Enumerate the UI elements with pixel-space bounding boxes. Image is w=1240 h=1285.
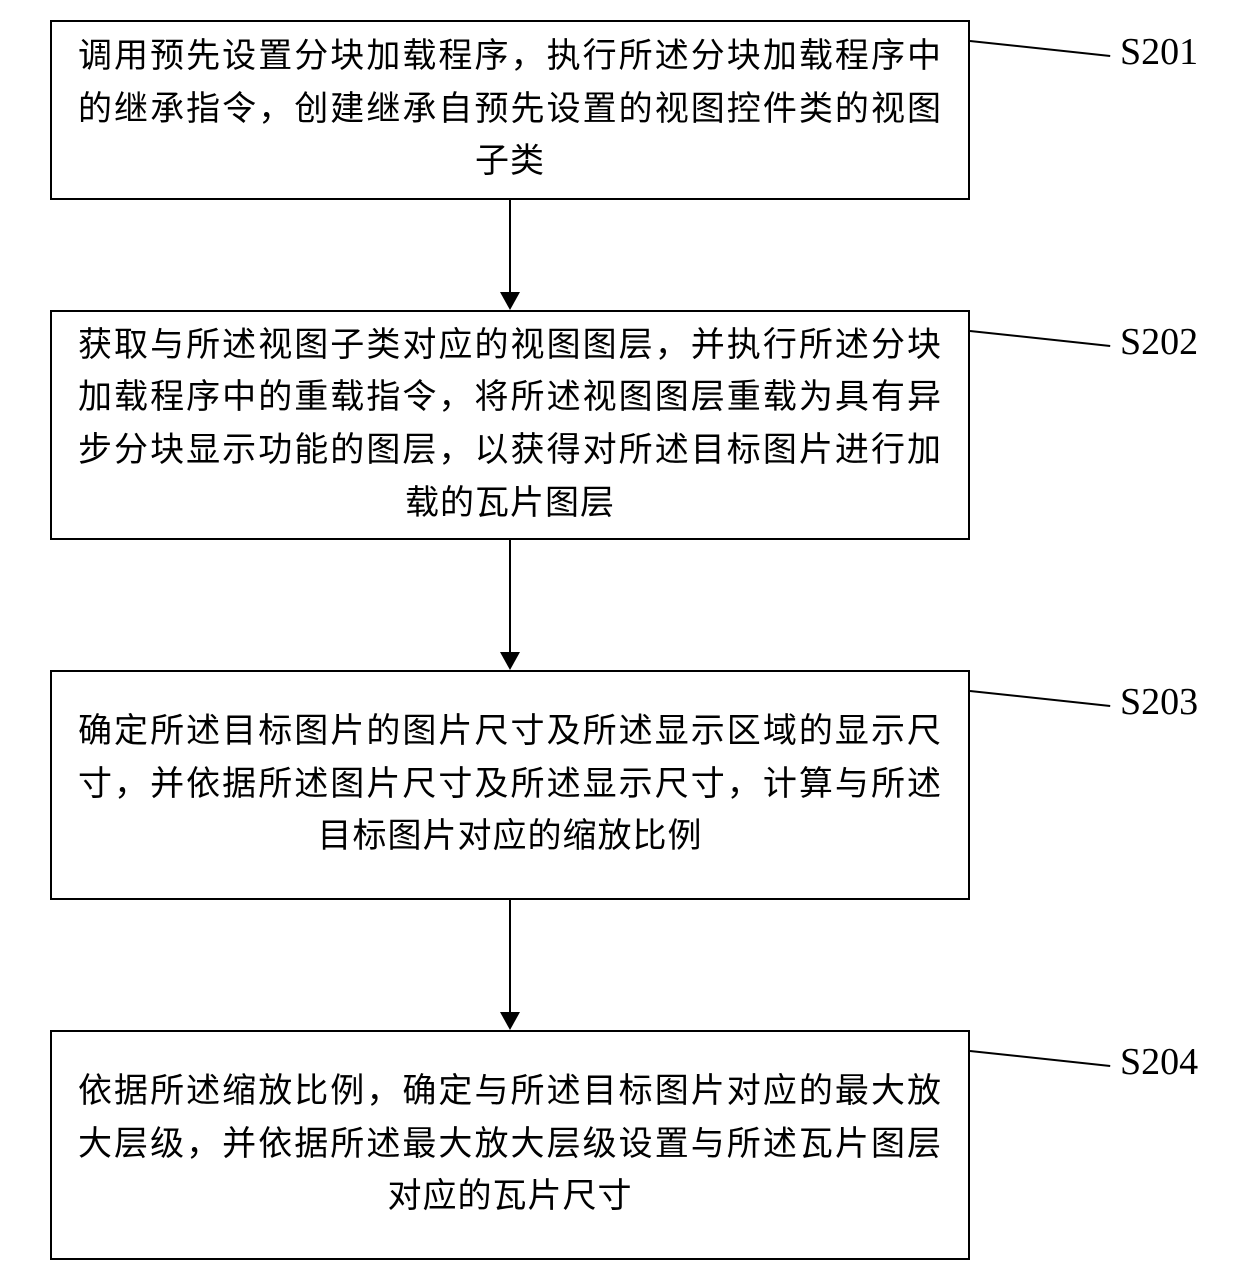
flow-step-text: 确定所述目标图片的图片尺寸及所述显示区域的显示尺寸，并依据所述图片尺寸及所述显示… — [78, 706, 942, 864]
flow-step-text: 获取与所述视图子类对应的视图图层，并执行所述分块加载程序中的重载指令，将所述视图… — [78, 320, 942, 531]
flow-arrow-line — [509, 200, 511, 294]
leader-line — [970, 1050, 1110, 1067]
flow-step-label: S204 — [1120, 1040, 1198, 1084]
flow-arrow-line — [509, 540, 511, 654]
leader-line — [970, 330, 1110, 347]
leader-line — [970, 690, 1110, 707]
flow-step-text: 调用预先设置分块加载程序，执行所述分块加载程序中的继承指令，创建继承自预先设置的… — [78, 31, 942, 189]
flow-step-box: 确定所述目标图片的图片尺寸及所述显示区域的显示尺寸，并依据所述图片尺寸及所述显示… — [50, 670, 970, 900]
flow-step-text: 依据所述缩放比例，确定与所述目标图片对应的最大放大层级，并依据所述最大放大层级设… — [78, 1066, 942, 1224]
flow-step-box: 获取与所述视图子类对应的视图图层，并执行所述分块加载程序中的重载指令，将所述视图… — [50, 310, 970, 540]
flow-step-label: S203 — [1120, 680, 1198, 724]
flow-arrow-line — [509, 900, 511, 1014]
flowchart-canvas: 调用预先设置分块加载程序，执行所述分块加载程序中的继承指令，创建继承自预先设置的… — [0, 0, 1240, 1285]
leader-line — [970, 40, 1110, 57]
flow-arrow-head-icon — [500, 292, 520, 310]
flow-step-box: 调用预先设置分块加载程序，执行所述分块加载程序中的继承指令，创建继承自预先设置的… — [50, 20, 970, 200]
flow-step-box: 依据所述缩放比例，确定与所述目标图片对应的最大放大层级，并依据所述最大放大层级设… — [50, 1030, 970, 1260]
flow-arrow-head-icon — [500, 1012, 520, 1030]
flow-step-label: S202 — [1120, 320, 1198, 364]
flow-step-label: S201 — [1120, 30, 1198, 74]
flow-arrow-head-icon — [500, 652, 520, 670]
